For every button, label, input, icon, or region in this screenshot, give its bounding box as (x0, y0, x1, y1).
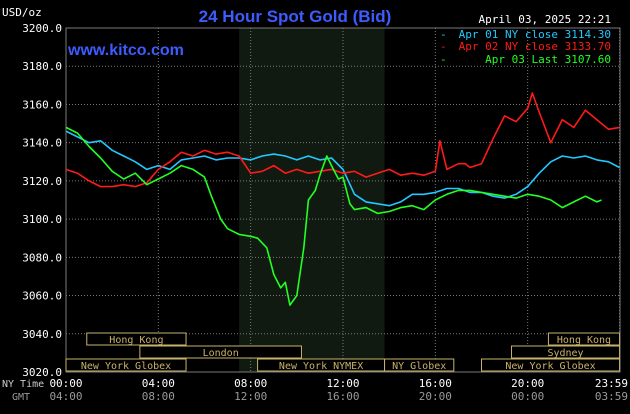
session-label: Sydney (547, 348, 583, 359)
x-tick-label-gmt: 16:00 (326, 390, 359, 403)
session-box-frame (481, 358, 621, 372)
session-label: New York Globex (505, 361, 595, 372)
y-tick-label: 3040.0 (22, 328, 62, 341)
session-box: NY Globex (384, 358, 455, 372)
session-box: New York Globex (65, 358, 187, 372)
session-label: Hong Kong (557, 335, 611, 346)
chart-date: April 03, 2025 22:21 (479, 13, 611, 26)
legend-entry-apr03: Apr 03 Last 3107.60 (485, 53, 611, 66)
market-sessions: Hong Kong London New York Globex New York N… (65, 332, 621, 372)
session-label: London (203, 348, 239, 359)
series-line-1 (65, 92, 620, 188)
session-box: London (139, 345, 302, 359)
session-box: New York Globex (481, 358, 621, 372)
x-tick-label-gmt: 20:00 (419, 390, 452, 403)
x-tick-label-ny: 08:00 (234, 377, 267, 390)
y-tick-label: 3180.0 (22, 60, 62, 73)
legend-dash-apr02: - (440, 40, 447, 53)
session-box: Sydney (511, 345, 621, 359)
legend-entry-apr02: Apr 02 NY close 3133.70 (459, 40, 611, 53)
series-line-0 (65, 130, 620, 207)
series-line-2 (65, 126, 602, 306)
y-tick-label: 3060.0 (22, 290, 62, 303)
x-tick-label-ny: 00:00 (49, 377, 82, 390)
session-label: Hong Kong (109, 335, 163, 346)
x-tick-label-gmt: 04:00 (49, 390, 82, 403)
x-axis-row2-label: GMT (12, 392, 30, 403)
x-tick-label-gmt: 03:59 (595, 390, 628, 403)
series-lines (65, 92, 620, 306)
chart-title: 24 Hour Spot Gold (Bid) (199, 7, 392, 26)
session-box-frame (86, 332, 187, 346)
x-axis-row1-label: NY Time (2, 379, 44, 390)
legend-dash-apr03: - (440, 53, 447, 66)
session-box-frame (139, 345, 302, 359)
x-tick-label-gmt: 08:00 (142, 390, 175, 403)
y-tick-label: 3080.0 (22, 251, 62, 264)
x-tick-label-gmt: 12:00 (234, 390, 267, 403)
y-tick-label: 3120.0 (22, 175, 62, 188)
session-box: Hong Kong (86, 332, 187, 346)
y-tick-label: 3140.0 (22, 137, 62, 150)
y-tick-label: 3020.0 (22, 366, 62, 379)
session-box: Hong Kong (547, 332, 621, 346)
session-label: New York NYMEX (279, 361, 363, 372)
legend-entry-apr01: Apr 01 NY close 3114.30 (459, 28, 611, 41)
session-box: New York NYMEX (257, 358, 386, 372)
x-axis-ticks: 00:0004:0004:0008:0008:0012:0012:0016:00… (49, 377, 628, 403)
x-tick-label-ny: 20:00 (511, 377, 544, 390)
session-box-frame (511, 345, 621, 359)
session-box-frame (547, 332, 621, 346)
session-label: NY Globex (392, 361, 446, 372)
y-tick-label: 3200.0 (22, 22, 62, 35)
x-tick-label-gmt: 00:00 (511, 390, 544, 403)
x-tick-label-ny: 23:59 (595, 377, 628, 390)
session-box-frame (65, 358, 187, 372)
shaded-region (239, 28, 385, 372)
y-axis-label: USD/oz (2, 6, 42, 19)
session-label: New York Globex (81, 361, 171, 372)
x-tick-label-ny: 16:00 (419, 377, 452, 390)
y-tick-label: 3160.0 (22, 98, 62, 111)
legend-dash-apr01: - (440, 28, 447, 41)
legend: Apr 01 NY close 3114.30 Apr 02 NY close … (440, 28, 611, 66)
x-tick-label-ny: 04:00 (142, 377, 175, 390)
session-box-frame (384, 358, 455, 372)
y-axis-ticks: 3200.0 3180.0 3160.0 3140.0 3120.0 3100.0 3080… (22, 22, 62, 379)
site-watermark: www.kitco.com (67, 42, 184, 59)
plot-frame (65, 27, 621, 373)
y-tick-label: 3100.0 (22, 213, 62, 226)
x-tick-label-ny: 12:00 (326, 377, 359, 390)
night-shade-region (239, 28, 385, 372)
